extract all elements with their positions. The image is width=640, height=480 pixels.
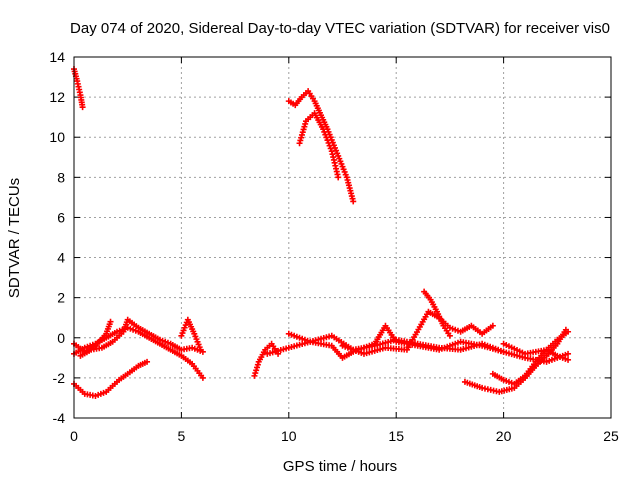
- y-tick-label: 12: [49, 89, 65, 105]
- data-points: [71, 66, 572, 399]
- series-trace-9: [296, 110, 342, 181]
- y-tick-label: 4: [57, 250, 65, 266]
- y-tick-label: 10: [49, 129, 65, 145]
- data-point: [253, 367, 260, 374]
- data-point: [350, 198, 357, 205]
- series-trace-2: [71, 358, 151, 399]
- y-tick-label: -2: [53, 370, 66, 386]
- y-tick-label: 0: [57, 330, 65, 346]
- x-axis-label: GPS time / hours: [283, 458, 397, 475]
- data-point: [197, 346, 204, 353]
- y-tick-label: 6: [57, 209, 65, 225]
- data-point: [565, 356, 572, 363]
- data-point: [565, 350, 572, 357]
- data-point: [500, 348, 507, 355]
- grid-lines: [74, 57, 611, 418]
- plot-frame: [73, 56, 612, 419]
- y-axis-label: SDTVAR / TECUs: [6, 178, 23, 298]
- series-trace-6: [178, 316, 204, 353]
- data-point: [489, 322, 496, 329]
- x-tick-label: 0: [70, 428, 78, 444]
- data-point: [79, 104, 86, 111]
- series-trace-13: [421, 288, 453, 339]
- series-trace-4: [71, 324, 206, 381]
- series-trace-8: [285, 88, 357, 205]
- series-trace-16: [500, 340, 572, 363]
- axis-ticks: 0 5 10 15 20 25 -4 -2 0 2 4 6 8 10 12 14: [49, 49, 619, 444]
- data-point: [199, 374, 206, 381]
- y-tick-label: -4: [53, 410, 66, 426]
- data-point: [254, 364, 261, 371]
- data-point: [107, 318, 114, 325]
- x-tick-label: 25: [603, 428, 619, 444]
- y-tick-label: 2: [57, 290, 65, 306]
- series-trace-5: [77, 316, 206, 359]
- x-tick-label: 20: [496, 428, 512, 444]
- x-tick-label: 5: [178, 428, 186, 444]
- series-trace-7: [251, 340, 282, 379]
- x-tick-label: 10: [281, 428, 297, 444]
- data-point: [446, 332, 453, 339]
- data-point: [144, 358, 151, 365]
- data-point: [251, 372, 258, 379]
- data-point: [254, 361, 261, 368]
- chart-title: Day 074 of 2020, Sidereal Day-to-day VTE…: [70, 20, 610, 37]
- y-tick-label: 14: [49, 49, 65, 65]
- data-point: [252, 370, 259, 377]
- data-point: [565, 328, 572, 335]
- x-tick-label: 15: [388, 428, 404, 444]
- data-point: [335, 174, 342, 181]
- y-tick-label: 8: [57, 169, 65, 185]
- series-trace-1: [71, 66, 86, 111]
